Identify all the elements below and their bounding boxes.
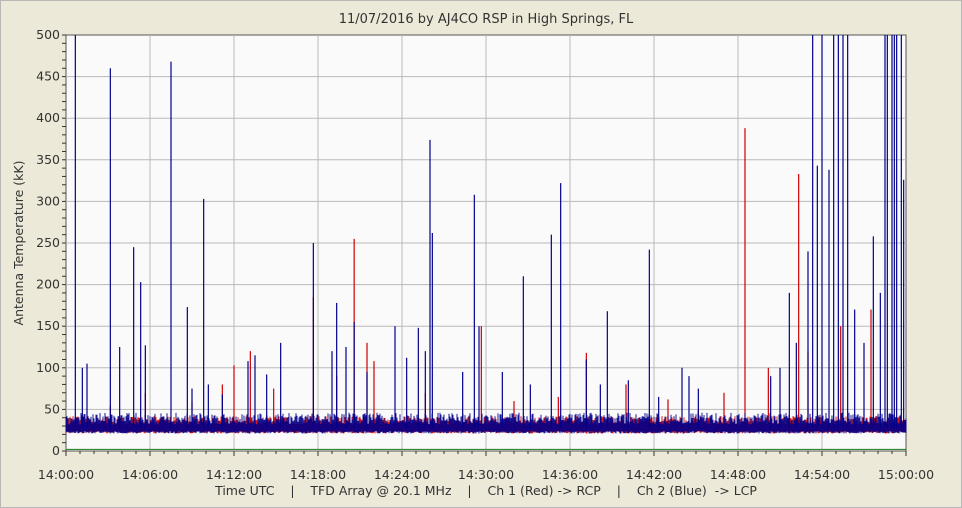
x-axis-label: Time UTC | TFD Array @ 20.1 MHz | Ch 1 (… <box>214 483 757 498</box>
chart-title: 11/07/2016 by AJ4CO RSP in High Springs,… <box>339 12 634 27</box>
y-axis-label: Antenna Temperature (kK) <box>11 161 26 326</box>
series-2 <box>65 35 907 434</box>
y-tick-label: 100 <box>36 360 60 375</box>
x-tick-label: 14:54:00 <box>794 467 850 482</box>
x-tick-label: 14:48:00 <box>710 467 766 482</box>
y-tick-label: 250 <box>36 235 60 250</box>
y-tick-label: 350 <box>36 152 60 167</box>
x-tick-label: 14:00:00 <box>38 467 94 482</box>
x-tick-labels: 14:00:00 14:06:00 14:12:00 14:18:00 14:24:00… <box>38 467 934 482</box>
y-tick-label: 0 <box>52 443 60 458</box>
y-tick-label: 450 <box>36 69 60 84</box>
minor-tick-marks <box>62 34 907 454</box>
y-tick-label: 500 <box>36 27 60 42</box>
x-tick-label: 14:12:00 <box>206 467 262 482</box>
x-tick-label: 14:30:00 <box>458 467 514 482</box>
y-tick-labels: 0 50 100 150 200 250 300 350 400 450 500 <box>36 27 60 458</box>
y-tick-label: 200 <box>36 277 60 292</box>
y-tick-label: 300 <box>36 193 60 208</box>
x-tick-label: 14:18:00 <box>290 467 346 482</box>
x-tick-label: 14:42:00 <box>626 467 682 482</box>
x-tick-label: 14:06:00 <box>122 467 178 482</box>
x-tick-label: 14:36:00 <box>542 467 598 482</box>
x-tick-label: 14:24:00 <box>374 467 430 482</box>
y-tick-label: 400 <box>36 110 60 125</box>
y-tick-label: 150 <box>36 318 60 333</box>
y-tick-label: 50 <box>44 401 60 416</box>
series-layer <box>65 35 907 450</box>
x-tick-label: 15:00:00 <box>878 467 934 482</box>
